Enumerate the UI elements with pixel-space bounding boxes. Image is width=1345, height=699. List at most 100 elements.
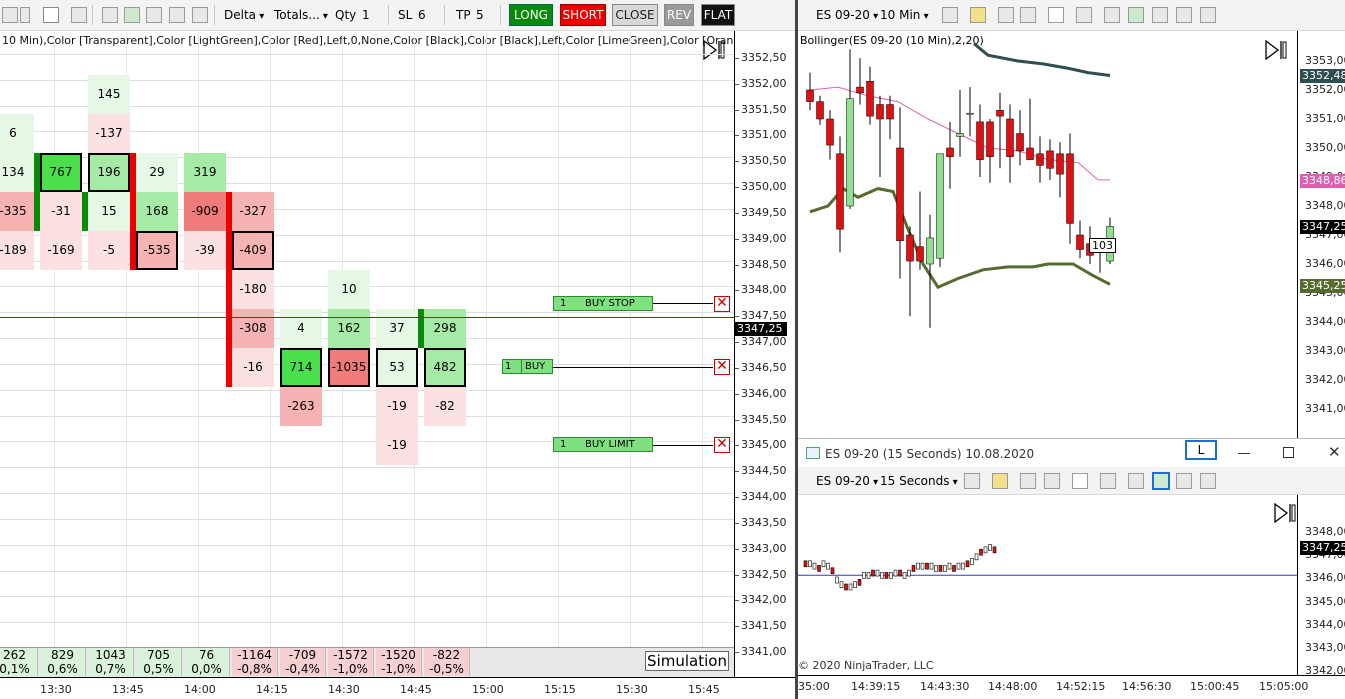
chart-trader-icon[interactable] [192,7,208,23]
delta-bar [226,192,232,387]
indicator-icon[interactable] [1152,472,1170,490]
zoom-icon[interactable] [1100,473,1116,489]
indicator-icon[interactable] [1128,7,1144,23]
candle-body [916,246,924,262]
footer-percent: -0,5% [424,662,470,676]
properties-icon[interactable] [1104,7,1120,23]
cancel-order-icon[interactable]: ✕ [714,437,730,453]
footprint-cell: -535 [136,231,178,270]
scroll-end-icon[interactable] [1265,39,1287,61]
drawing-tool-icon[interactable] [2,7,18,23]
hide-drawings-icon[interactable] [1044,473,1060,489]
mini-bar [938,565,943,572]
properties-icon[interactable] [102,7,118,23]
price-label: 3344,00 [741,490,787,504]
hide-drawings-icon[interactable] [1020,7,1036,23]
right-bottom-chart[interactable]: © 2020 NinjaTrader, LLC [798,495,1297,675]
time-label: 14:56:30 [1122,680,1172,693]
price-label: 3348,50 [741,257,787,271]
copyright-text: © 2020 NinjaTrader, LLC [798,659,934,672]
time-label: 14:15 [256,683,288,696]
properties-icon[interactable] [1128,473,1144,489]
scroll-end-icon[interactable] [1274,502,1296,524]
price-label: 3348,00 [741,283,787,297]
buy-stop-order[interactable]: 1 BUY STOP [553,296,653,311]
sl-input[interactable]: 6 [418,8,426,22]
maximize-icon[interactable] [1283,447,1294,458]
right-top-chart[interactable]: Bollinger(ES 09-20 (10 Min),2,20) 103 [798,31,1297,438]
indicator-icon[interactable] [146,7,162,23]
chart-trader-icon[interactable] [1176,7,1192,23]
axis-tick [735,135,739,137]
price-label: 3346,50 [741,360,787,374]
flat-button[interactable]: FLAT [701,4,735,26]
tp-input[interactable]: 5 [476,8,484,22]
pencil-tool-icon[interactable] [970,7,986,23]
close-button[interactable]: CLOSE [612,4,658,26]
footprint-cell: 482 [424,348,466,387]
cursor-icon[interactable] [43,7,59,23]
price-label: 3344,00 [1305,315,1345,328]
left-price-axis [734,31,795,680]
cursor-icon[interactable] [1072,473,1088,489]
footprint-cell: 37 [376,309,418,348]
interval-dropdown[interactable]: 15 Seconds [880,474,958,488]
pin-icon[interactable] [998,7,1014,23]
strategy-icon[interactable] [1152,7,1168,23]
buy-limit-order[interactable]: 1 BUY LIMIT [553,437,653,452]
bar-type-icon[interactable] [942,7,958,23]
cancel-order-icon[interactable]: ✕ [714,296,730,312]
chart-type-dropdown[interactable]: Delta [224,8,268,22]
pencil-tool-icon[interactable] [992,473,1008,489]
pin-icon[interactable] [1020,473,1036,489]
link-button[interactable]: L [1185,440,1217,460]
bar-type-icon[interactable] [124,7,140,23]
bar-type-icon[interactable] [964,473,980,489]
chart-trader-icon[interactable] [1200,473,1216,489]
data-box-icon[interactable] [1200,7,1216,23]
axis-tick [735,367,739,369]
strategy-icon[interactable] [1176,473,1192,489]
price-label: 3353,00 [1305,54,1345,67]
axis-tick [735,497,739,499]
window-title: ES 09-20 (15 Seconds) 10.08.2020 [825,447,1035,461]
minimize-icon[interactable] [1238,453,1250,454]
grid-line [0,622,734,624]
strategy-icon[interactable] [169,7,185,23]
long-button[interactable]: LONG [509,4,553,26]
cancel-order-icon[interactable]: ✕ [714,359,730,375]
axis-tick [735,522,739,524]
pencil-tool-icon[interactable] [20,7,30,23]
instrument-dropdown[interactable]: ES 09-20 [816,8,878,22]
mini-bar [911,565,916,572]
mini-bar [992,546,997,554]
short-button[interactable]: SHORT [560,4,606,26]
zoom-icon[interactable] [1076,7,1092,23]
last-price-line [0,317,734,318]
rev-button[interactable]: REV [664,4,694,26]
order-label: BUY LIMIT [585,439,635,450]
buy-order[interactable]: 1 BUY [502,359,553,374]
price-label: 3344,50 [741,464,787,478]
time-label: 13:30 [40,683,72,696]
panel-divider[interactable] [795,0,798,699]
time-label: 14:00 [184,683,216,696]
zoom-icon[interactable] [71,7,87,23]
axis-tick [735,393,739,395]
price-label: 3342,00 [1305,373,1345,386]
qty-input[interactable]: 1 [362,8,370,22]
delta-bar [130,153,136,270]
footer-percent: 0,6% [40,662,86,676]
grid-line [0,518,734,520]
close-icon[interactable]: ✕ [1328,443,1341,461]
cursor-icon[interactable] [1048,7,1064,23]
right-bottom-toolbar: ES 09-20 15 Seconds [798,467,1345,495]
axis-tick [735,316,739,318]
lower-band-badge: 3345,25 [1300,279,1345,293]
price-label: 3342,00 [741,593,787,607]
display-mode-dropdown[interactable]: Totals... [274,8,328,22]
footer-delta: 705 [136,648,182,662]
instrument-dropdown[interactable]: ES 09-20 [816,474,878,488]
interval-dropdown[interactable]: 10 Min [880,8,929,22]
delta-bar [418,309,424,348]
